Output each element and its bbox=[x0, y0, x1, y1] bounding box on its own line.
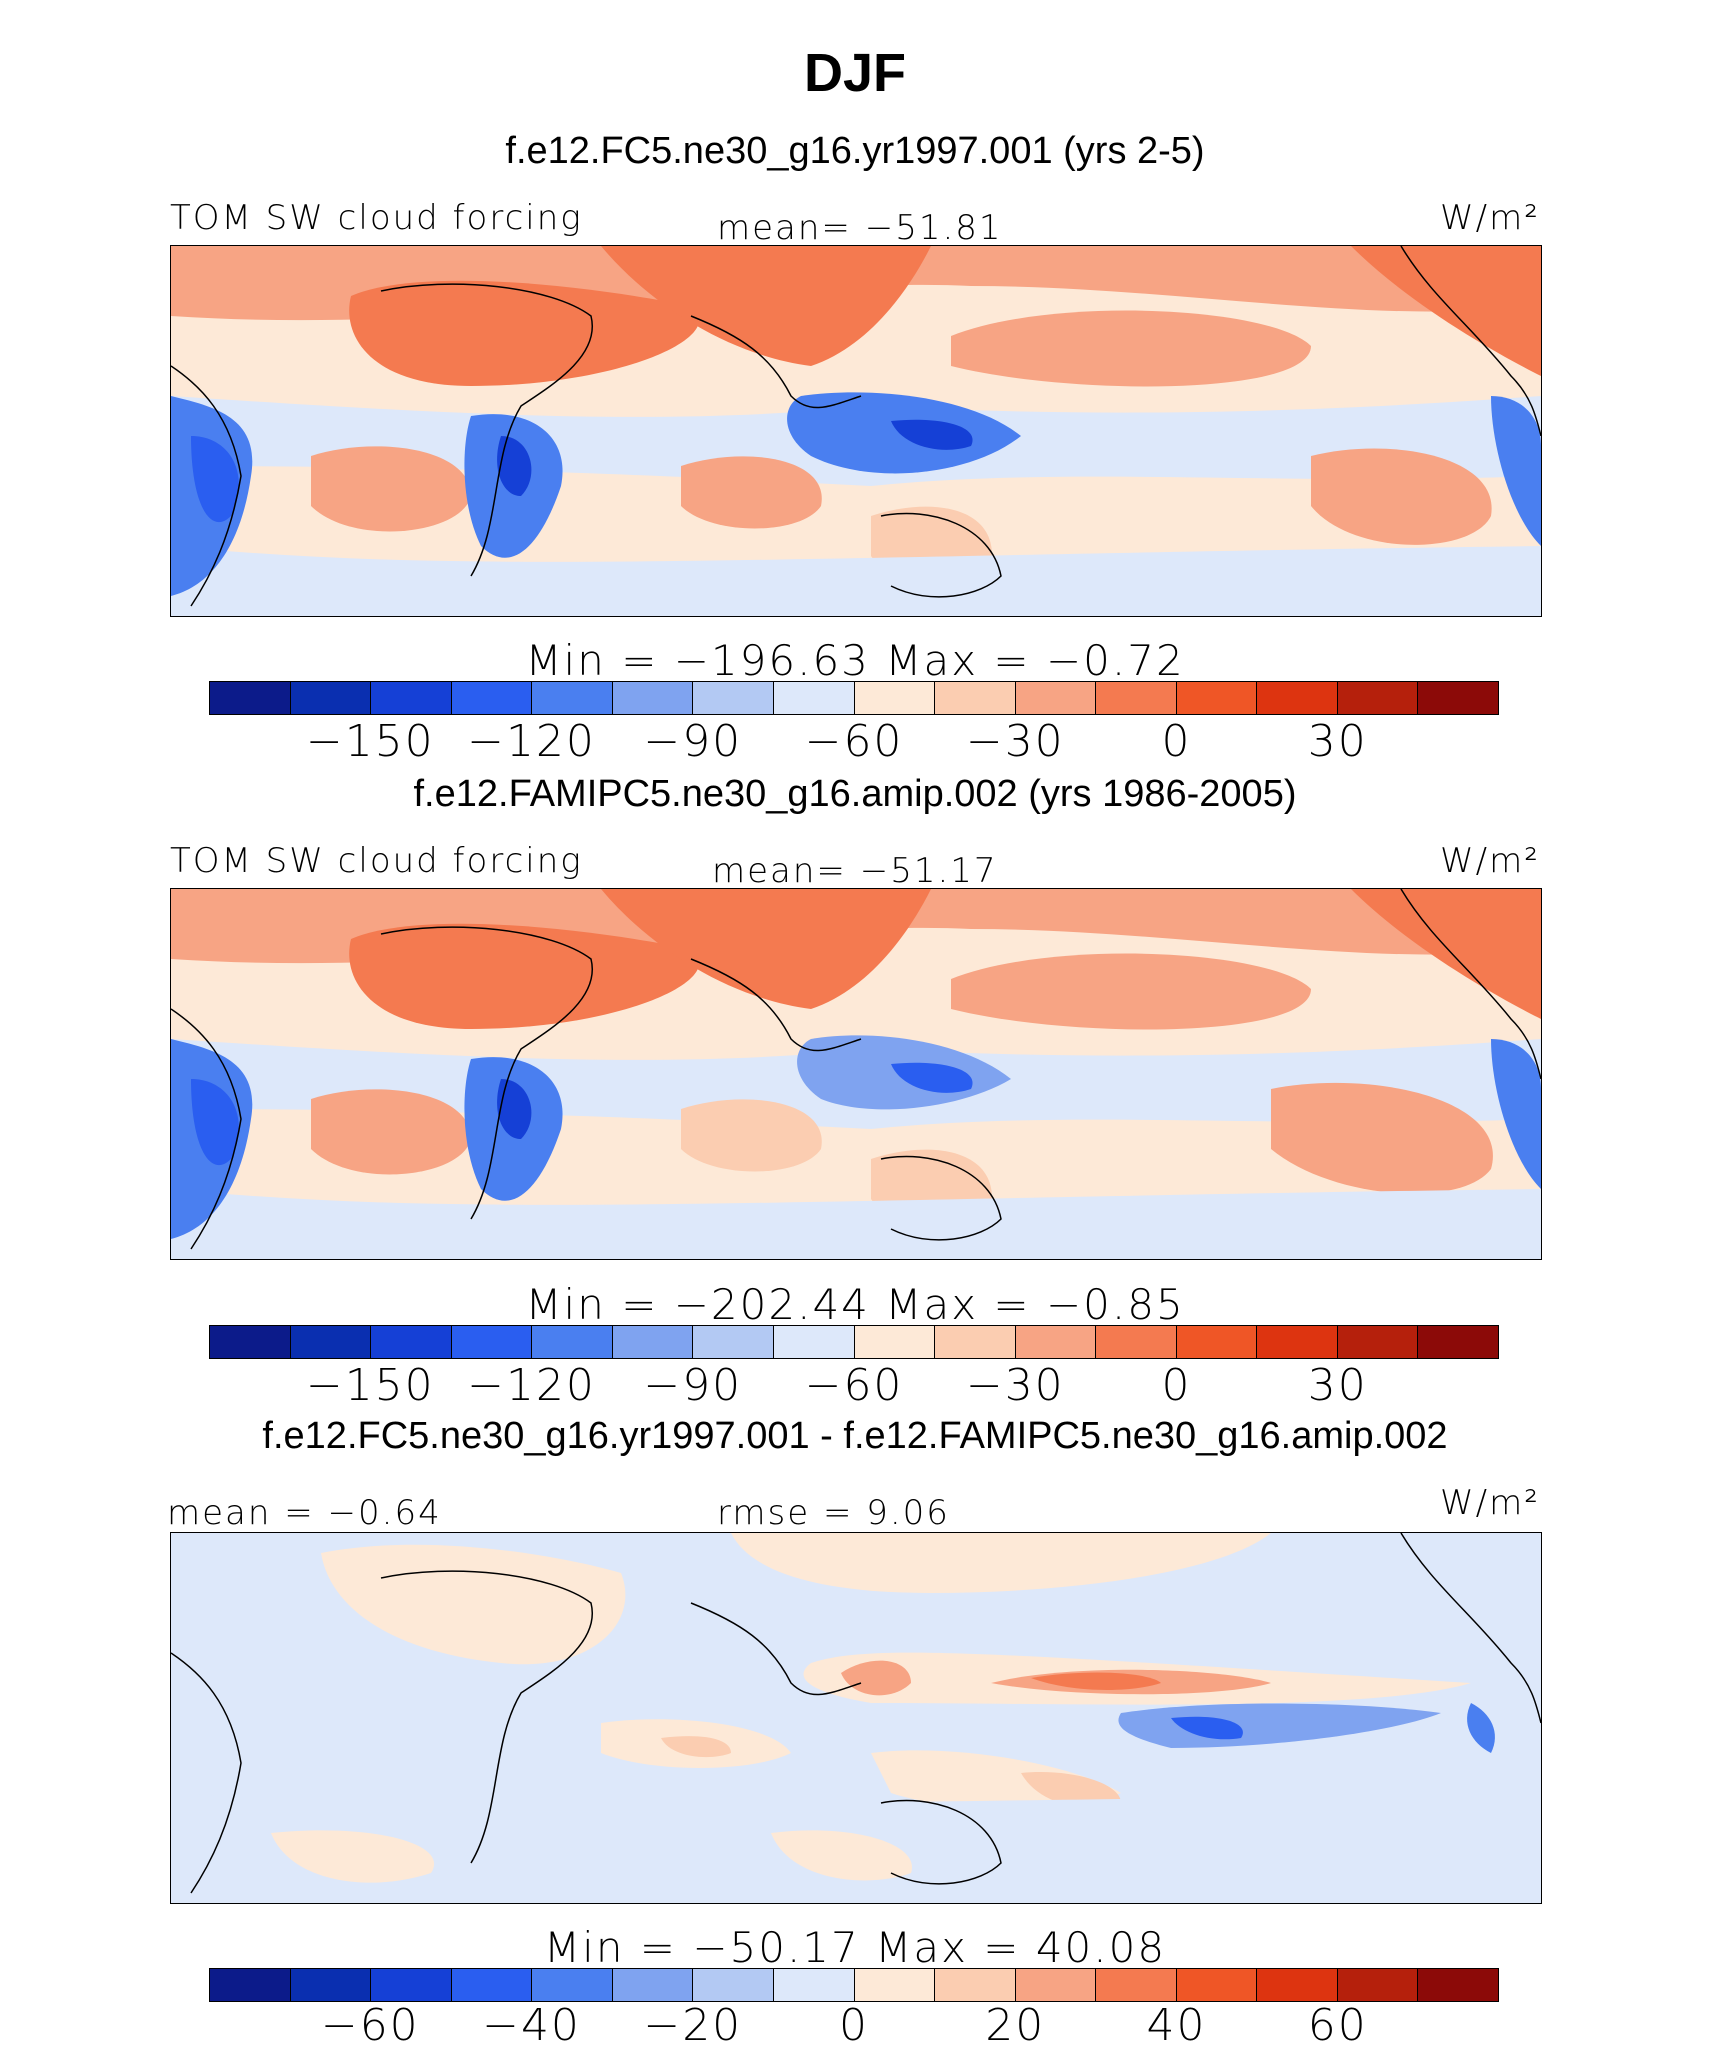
colorbar-swatch bbox=[532, 682, 613, 714]
panel-2-variable-label: TOM SW cloud forcing bbox=[170, 841, 583, 881]
colorbar-swatch bbox=[210, 1969, 291, 2001]
panel-2-minmax: Min = −202.44 Max = −0.85 bbox=[525, 1280, 1185, 1329]
panel-3-units-label: W/m² bbox=[1440, 1483, 1540, 1523]
colorbar-swatch bbox=[1096, 1326, 1177, 1358]
colorbar-swatch bbox=[935, 1326, 1016, 1358]
colorbar-swatch bbox=[935, 1969, 1016, 2001]
colorbar-tick-label: −150 bbox=[305, 716, 435, 767]
colorbar-swatch bbox=[1015, 1969, 1097, 2001]
colorbar-swatch bbox=[1257, 682, 1338, 714]
colorbar-swatch bbox=[1015, 682, 1097, 714]
colorbar-swatch bbox=[1257, 1969, 1338, 2001]
colorbar-swatch bbox=[210, 1326, 291, 1358]
colorbar-tick-label: 0 bbox=[1161, 1360, 1192, 1411]
panel-1-units-label: W/m² bbox=[1440, 198, 1540, 238]
colorbar-tick-label: −60 bbox=[320, 2000, 420, 2051]
colorbar-swatch bbox=[532, 1969, 613, 2001]
panel-3-rmse-label: rmse = 9.06 bbox=[717, 1493, 950, 1533]
colorbar-swatch bbox=[773, 1969, 855, 2001]
panel-2-units-label: W/m² bbox=[1440, 841, 1540, 881]
colorbar-swatch bbox=[1337, 1969, 1419, 2001]
colorbar-swatch bbox=[693, 682, 774, 714]
colorbar-tick-label: −30 bbox=[965, 1360, 1065, 1411]
colorbar-tick-label: −30 bbox=[965, 716, 1065, 767]
colorbar-tick-label: −90 bbox=[643, 716, 743, 767]
panel-1-mean-label: mean= −51.81 bbox=[717, 208, 1003, 248]
panel-2-colorbar bbox=[209, 1325, 1499, 1359]
colorbar-swatch bbox=[1176, 1326, 1258, 1358]
panel-1-map bbox=[170, 245, 1542, 617]
colorbar-swatch bbox=[854, 682, 936, 714]
colorbar-swatch bbox=[1418, 1969, 1498, 2001]
colorbar-tick-label: −60 bbox=[804, 716, 904, 767]
colorbar-swatch bbox=[371, 1969, 452, 2001]
panel-3-colorbar bbox=[209, 1968, 1499, 2002]
colorbar-swatch bbox=[371, 682, 452, 714]
colorbar-tick-label: 30 bbox=[1307, 1360, 1368, 1411]
colorbar-tick-label: 60 bbox=[1307, 2000, 1368, 2051]
colorbar-swatch bbox=[612, 1969, 694, 2001]
colorbar-tick-label: −120 bbox=[467, 716, 596, 767]
colorbar-swatch bbox=[612, 682, 694, 714]
panel-1-case-title: f.e12.FC5.ne30_g16.yr1997.001 (yrs 2-5) bbox=[505, 130, 1205, 172]
panel-1-variable-label: TOM SW cloud forcing bbox=[170, 198, 583, 238]
panel-3-contour-map bbox=[171, 1533, 1541, 1903]
colorbar-tick-label: 20 bbox=[985, 2000, 1046, 2051]
colorbar-swatch bbox=[451, 682, 533, 714]
colorbar-tick-label: 40 bbox=[1146, 2000, 1207, 2051]
colorbar-swatch bbox=[1418, 1326, 1498, 1358]
colorbar-swatch bbox=[1337, 1326, 1419, 1358]
panel-2-map bbox=[170, 888, 1542, 1260]
colorbar-swatch bbox=[532, 1326, 613, 1358]
colorbar-swatch bbox=[935, 682, 1016, 714]
colorbar-tick-label: −60 bbox=[804, 1360, 904, 1411]
colorbar-swatch bbox=[290, 682, 372, 714]
colorbar-swatch bbox=[612, 1326, 694, 1358]
colorbar-swatch bbox=[290, 1969, 372, 2001]
panel-2-mean-label: mean= −51.17 bbox=[712, 851, 998, 891]
colorbar-swatch bbox=[773, 1326, 855, 1358]
colorbar-swatch bbox=[210, 682, 291, 714]
panel-2-contour-map bbox=[171, 889, 1541, 1259]
panel-1-minmax: Min = −196.63 Max = −0.72 bbox=[525, 636, 1185, 685]
colorbar-swatch bbox=[1096, 1969, 1177, 2001]
colorbar-tick-label: −120 bbox=[467, 1360, 596, 1411]
panel-3-colorbar-ticks: −60 −40 −20 0 20 40 60 bbox=[209, 2000, 1499, 2051]
colorbar-swatch bbox=[1337, 682, 1419, 714]
colorbar-swatch bbox=[1418, 682, 1498, 714]
colorbar-swatch bbox=[693, 1969, 774, 2001]
panel-3-map bbox=[170, 1532, 1542, 1904]
colorbar-swatch bbox=[451, 1326, 533, 1358]
colorbar-swatch bbox=[290, 1326, 372, 1358]
panel-2-colorbar-ticks: −150 −120 −90 −60 −30 0 30 bbox=[209, 1360, 1499, 1411]
colorbar-swatch bbox=[854, 1326, 936, 1358]
page-title: DJF bbox=[803, 43, 906, 103]
colorbar-tick-label: −40 bbox=[482, 2000, 581, 2051]
colorbar-tick-label: −20 bbox=[643, 2000, 743, 2051]
colorbar-swatch bbox=[1015, 1326, 1097, 1358]
colorbar-swatch bbox=[693, 1326, 774, 1358]
colorbar-swatch bbox=[1096, 682, 1177, 714]
panel-1-contour-map bbox=[171, 246, 1541, 616]
colorbar-swatch bbox=[371, 1326, 452, 1358]
colorbar-tick-label: 0 bbox=[839, 2000, 869, 2051]
colorbar-tick-label: 0 bbox=[1161, 716, 1192, 767]
colorbar-swatch bbox=[854, 1969, 936, 2001]
panel-3-mean-label: mean = −0.64 bbox=[167, 1493, 442, 1533]
colorbar-swatch bbox=[1176, 1969, 1258, 2001]
colorbar-swatch bbox=[773, 682, 855, 714]
colorbar-swatch bbox=[1176, 682, 1258, 714]
colorbar-tick-label: −90 bbox=[643, 1360, 743, 1411]
panel-1-colorbar-ticks: −150 −120 −90 −60 −30 0 30 bbox=[209, 716, 1499, 767]
colorbar-tick-label: 30 bbox=[1307, 716, 1368, 767]
colorbar-swatch bbox=[1257, 1326, 1338, 1358]
panel-2-case-title: f.e12.FAMIPC5.ne30_g16.amip.002 (yrs 198… bbox=[413, 773, 1297, 815]
panel-3-minmax: Min = −50.17 Max = 40.08 bbox=[543, 1923, 1167, 1972]
colorbar-tick-label: −150 bbox=[305, 1360, 435, 1411]
panel-1-colorbar bbox=[209, 681, 1499, 715]
colorbar-swatch bbox=[451, 1969, 533, 2001]
panel-3-case-title: f.e12.FC5.ne30_g16.yr1997.001 - f.e12.FA… bbox=[262, 1415, 1448, 1457]
